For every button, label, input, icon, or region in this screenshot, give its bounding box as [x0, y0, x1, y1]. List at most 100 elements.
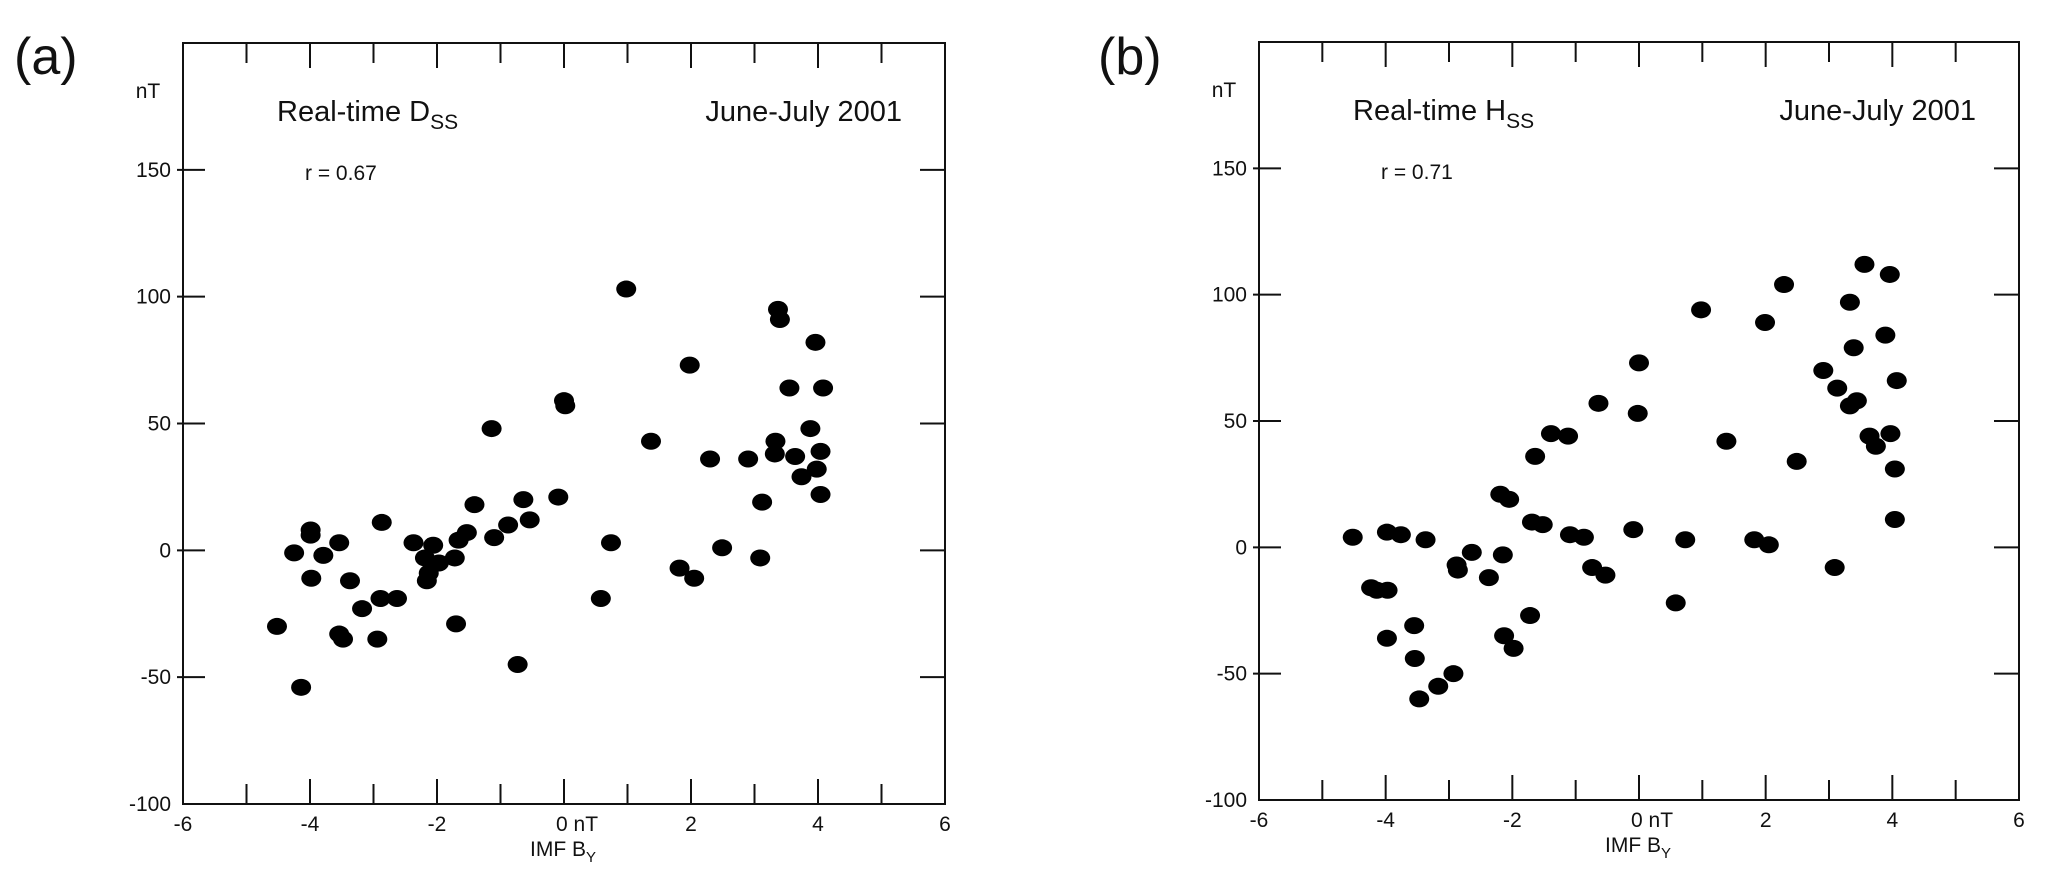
data-point [700, 450, 721, 468]
x-tick-label: 6 [939, 813, 951, 836]
data-point [444, 549, 465, 567]
x-axis-label-main: IMF B [530, 838, 586, 861]
x-tick-label: -2 [428, 813, 447, 836]
x-tick-label: 2 [1760, 809, 1772, 832]
data-point [1390, 526, 1411, 544]
panel-a: -6 -4 -2 0 nT 2 4 6 150 100 50 0 -50 -100 (a) nT Real-t… [14, 28, 951, 866]
data-point [367, 630, 388, 648]
chart-title-main: Real-time D [277, 96, 430, 128]
x-tick-label: 0 nT [556, 813, 598, 836]
data-point [1573, 528, 1594, 546]
data-point [352, 600, 373, 618]
data-point [779, 379, 800, 397]
data-point [1627, 404, 1648, 422]
data-point [1839, 293, 1860, 311]
data-point [1875, 326, 1896, 344]
data-point [1540, 425, 1561, 443]
x-tick-label: 0 nT [1631, 809, 1673, 832]
data-point [600, 534, 621, 552]
chart-title-main: Real-time H [1353, 95, 1506, 127]
data-point [616, 280, 637, 298]
y-tick-label: 0 [159, 539, 171, 562]
panel-b: -6 -4 -2 0 nT 2 4 6 150 100 50 0 -50 -100 (b) nT Real-t… [1098, 28, 2025, 862]
x-tick-label: 2 [685, 813, 697, 836]
y-axis-unit-label: nT [136, 80, 161, 103]
data-point [340, 572, 361, 590]
data-point [1409, 690, 1430, 708]
data-point [769, 310, 790, 328]
data-point [785, 447, 806, 465]
chart-title: Real-time HSS [1353, 95, 1534, 133]
data-point [329, 534, 350, 552]
data-point [738, 450, 759, 468]
data-point [1588, 394, 1609, 412]
data-point [1843, 339, 1864, 357]
x-tick-label: -6 [1250, 809, 1269, 832]
y-tick-label: 150 [136, 159, 171, 182]
data-point [1623, 521, 1644, 539]
data-point [403, 534, 424, 552]
data-point [800, 420, 821, 438]
panel-label: (a) [14, 28, 78, 86]
data-point [1880, 425, 1901, 443]
period-label: June-July 2001 [1779, 95, 1976, 127]
data-point [1813, 361, 1834, 379]
data-point [1532, 516, 1553, 534]
x-axis-label-subscript: Y [586, 849, 596, 866]
data-point [371, 513, 392, 531]
x-tick-label: -6 [174, 813, 193, 836]
data-point [1447, 561, 1468, 579]
x-tick-label: 6 [2013, 809, 2025, 832]
data-point [1886, 372, 1907, 390]
y-axis-unit-label: nT [1212, 79, 1237, 102]
data-point [333, 630, 354, 648]
data-point [1415, 531, 1436, 549]
data-point [1786, 452, 1807, 470]
data-point [448, 531, 469, 549]
y-tick-label: 50 [1224, 410, 1247, 433]
x-tick-label: -4 [301, 813, 320, 836]
data-point [548, 488, 569, 506]
data-point [1595, 566, 1616, 584]
y-tick-label: -50 [1217, 663, 1247, 686]
y-tick-label: 150 [1212, 157, 1247, 180]
data-point [1879, 265, 1900, 283]
data-point [752, 493, 773, 511]
data-point [1824, 559, 1845, 577]
data-point [481, 420, 502, 438]
y-tick-label: 100 [136, 286, 171, 309]
y-tick-label: 100 [1212, 284, 1247, 307]
data-point [284, 544, 305, 562]
data-point [813, 379, 834, 397]
data-point [1675, 531, 1696, 549]
data-point [810, 486, 831, 504]
data-point [1865, 437, 1886, 455]
x-axis-label: IMF BY [530, 838, 596, 866]
data-point [684, 569, 705, 587]
data-point [1520, 607, 1541, 625]
data-point [484, 529, 505, 547]
data-point [1755, 313, 1776, 331]
x-axis-label-subscript: Y [1661, 845, 1671, 862]
data-point [1839, 397, 1860, 415]
data-point [1503, 639, 1524, 657]
data-point [640, 432, 661, 450]
y-tick-label: -100 [1205, 789, 1247, 812]
data-point [446, 615, 467, 633]
correlation-annotation: r = 0.71 [1381, 161, 1453, 184]
data-point [712, 539, 733, 557]
data-point [301, 569, 322, 587]
data-point [498, 516, 519, 534]
data-point [1665, 594, 1686, 612]
x-tick-label: -2 [1503, 809, 1522, 832]
x-tick-label: -4 [1376, 809, 1395, 832]
data-point [1443, 665, 1464, 683]
correlation-annotation: r = 0.67 [305, 162, 377, 185]
data-point [1377, 581, 1398, 599]
chart-title: Real-time DSS [277, 96, 458, 134]
chart-title-subscript: SS [430, 111, 458, 134]
data-point [791, 468, 812, 486]
data-point [1525, 447, 1546, 465]
data-point [1499, 490, 1520, 508]
